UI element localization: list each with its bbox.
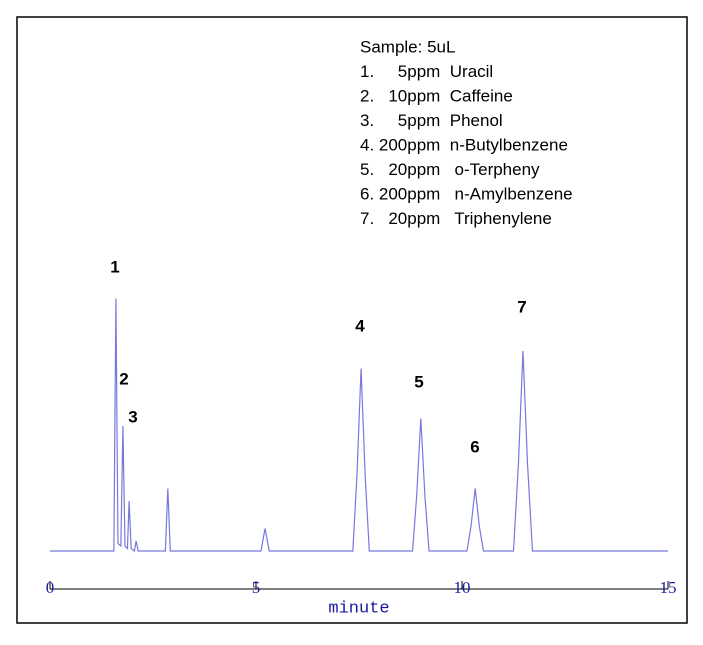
- x-tick-label: 5: [252, 578, 261, 597]
- legend-text: 1. 5ppm Uracil: [360, 62, 493, 81]
- legend-text: 4. 200ppm n-Butylbenzene: [360, 135, 568, 154]
- legend-text: 7. 20ppm Triphenylene: [360, 209, 552, 228]
- peak-label: 2: [119, 369, 128, 388]
- peak-label: 1: [110, 257, 119, 276]
- peak-label: 3: [128, 407, 137, 426]
- legend-text: 5. 20ppm o-Terpheny: [360, 160, 540, 179]
- peak-label: 4: [355, 316, 365, 335]
- x-tick-label: 15: [660, 578, 677, 597]
- legend-text: 6. 200ppm n-Amylbenzene: [360, 184, 573, 203]
- x-tick-label: 0: [46, 578, 55, 597]
- peak-label: 6: [470, 437, 479, 456]
- peak-label: 7: [517, 297, 526, 316]
- legend-text: Sample: 5uL: [360, 37, 455, 56]
- trace: [50, 298, 668, 553]
- legend-text: 3. 5ppm Phenol: [360, 111, 503, 130]
- x-axis-label: minute: [328, 599, 389, 618]
- x-tick-label: 10: [454, 578, 471, 597]
- frame: [16, 16, 688, 624]
- legend-text: 2. 10ppm Caffeine: [360, 86, 513, 105]
- peak-label: 5: [414, 372, 423, 391]
